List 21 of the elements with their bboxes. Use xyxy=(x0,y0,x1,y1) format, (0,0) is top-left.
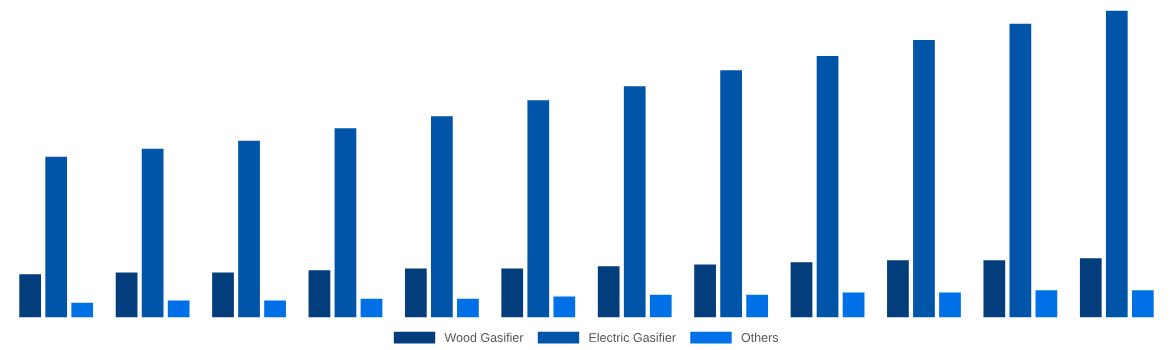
bar xyxy=(210,271,236,318)
bar xyxy=(744,293,770,318)
bar xyxy=(1130,288,1156,318)
bar xyxy=(236,139,262,318)
bar xyxy=(69,301,95,318)
bar xyxy=(911,38,937,318)
bar xyxy=(43,155,69,318)
bar xyxy=(718,68,744,318)
legend-label: Electric Gasifier xyxy=(589,332,676,342)
bar xyxy=(885,258,911,318)
bar xyxy=(17,272,43,318)
bar xyxy=(937,291,963,318)
bar xyxy=(262,299,288,318)
bar xyxy=(1078,256,1104,318)
bar xyxy=(455,297,481,318)
bar xyxy=(1104,10,1130,318)
bar xyxy=(429,114,455,318)
bar xyxy=(403,267,429,318)
legend-label: Others xyxy=(741,332,779,342)
legend-label: Wood Gasifier xyxy=(444,332,524,342)
bar xyxy=(692,263,718,318)
